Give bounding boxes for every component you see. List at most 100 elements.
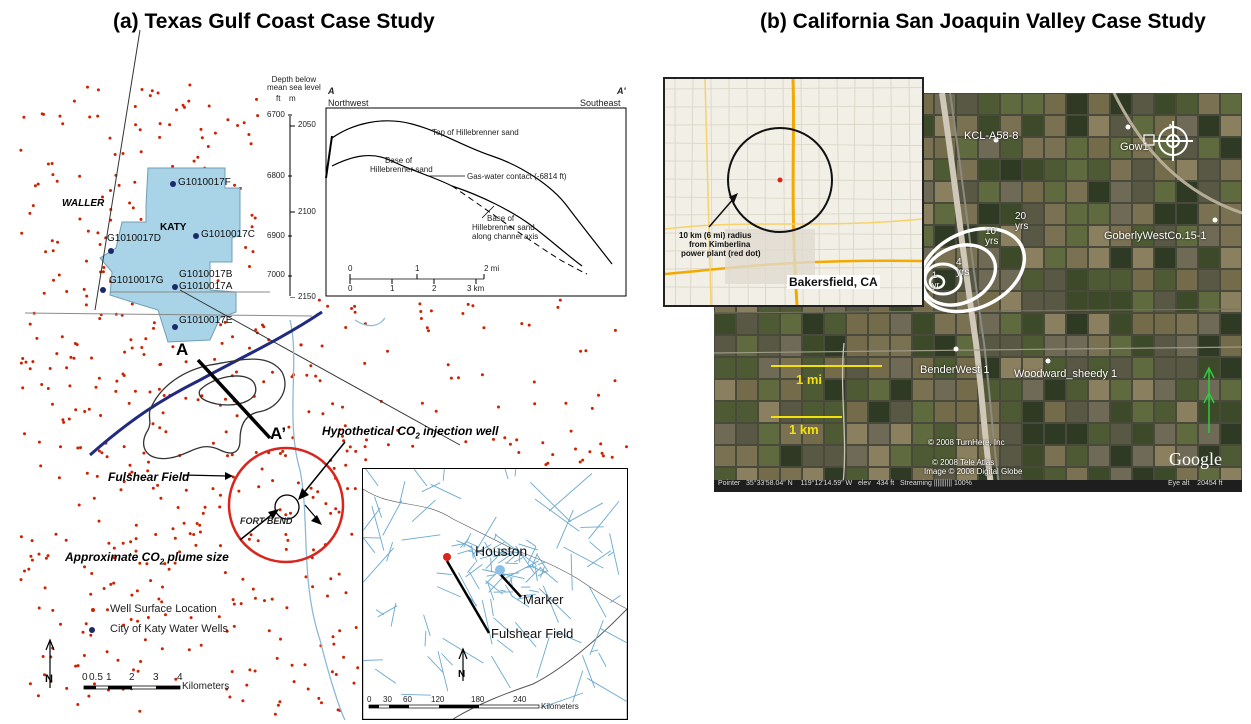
- plume-4-yrs-u: yrs: [956, 267, 970, 278]
- well-g1010017f: G1010017F: [178, 177, 231, 188]
- section-left-end: A: [328, 86, 335, 96]
- plume-1-yr-n: 1: [932, 270, 938, 280]
- google-logo: Google: [1169, 449, 1222, 469]
- bakersfield-inset: Bakersfield, CA 10 km (6 mi) radius from…: [663, 77, 924, 307]
- depth-m-2100: 2100: [298, 207, 316, 216]
- panel-a-map: N WALLER KATY FORT BEND G1010017F G10100…: [19, 29, 632, 721]
- well-g1010017g: G1010017G: [109, 275, 164, 286]
- section-end-label: A’: [270, 424, 287, 443]
- depth-unit-ft: ft: [276, 94, 281, 103]
- well-g1010017a: G1010017A: [179, 281, 233, 292]
- status-eye-alt: Eye alt 20454 ft: [1168, 480, 1223, 487]
- well-goberly: GoberlyWestCo.15-1: [1104, 230, 1207, 242]
- credit-tele-atlas: © 2008 Tele Atlas: [932, 458, 995, 467]
- north-arrow: [45, 638, 55, 688]
- well-g1010017b: G1010017B: [179, 269, 233, 280]
- texas-map-svg: N: [19, 29, 628, 721]
- scale-tick-1: 1: [106, 672, 112, 683]
- xs-scale-km-2: 2: [432, 284, 437, 293]
- scale-tick-0: 0: [82, 672, 88, 683]
- river: [289, 319, 346, 721]
- scale-tick-4: 4: [177, 672, 183, 683]
- legend-katy-wells: City of Katy Water Wells: [110, 623, 228, 635]
- fulshear-field-label: Fulshear Field: [108, 470, 190, 484]
- plume-10-yrs-u: yrs: [985, 236, 999, 247]
- inset-scale-60: 60: [403, 695, 412, 704]
- injection-well-circle: [274, 494, 300, 520]
- bakersfield-label: Bakersfield, CA: [787, 275, 880, 289]
- inset-fulshear-label: Fulshear Field: [491, 626, 574, 641]
- well-benderwest1: BenderWest 1: [920, 364, 990, 376]
- channel-axis-label-1: Base of: [487, 214, 515, 223]
- legend-well-surface: Well Surface Location: [110, 603, 217, 615]
- plume-20-yrs-n: 20: [1015, 211, 1027, 222]
- top-of-sand-label: Top of Hillebrenner sand: [432, 128, 519, 137]
- katy-city-area: [99, 167, 241, 343]
- houston-inset: N Houston Marker Fulshear Field 0 30 60 …: [362, 468, 628, 720]
- section-start-label: A: [176, 340, 189, 359]
- depth-ft-6700: 6700: [267, 110, 285, 119]
- scale-bar: [83, 685, 181, 690]
- scale-mi-label: 1 mi: [796, 372, 823, 387]
- inset-scale-unit: Kilometers: [541, 702, 579, 711]
- inset-scale-120: 120: [431, 695, 445, 704]
- injection-well-label: Hypothetical CO2 injection well: [322, 424, 499, 441]
- channel-axis-label-3: along channel axis: [472, 232, 539, 241]
- gas-water-contact-label: Gas-water contact (-6814 ft): [467, 172, 567, 181]
- well-g1010017d: G1010017D: [107, 233, 161, 244]
- panel-a-title: (a) Texas Gulf Coast Case Study: [113, 10, 435, 33]
- xs-scale-km-0: 0: [348, 284, 353, 293]
- inset-scale-240: 240: [513, 695, 527, 704]
- plume-1-yr-u: yr: [932, 280, 940, 290]
- cross-section-inset: Depth below mean sea level ft m 6700 680…: [262, 75, 632, 301]
- scale-unit: Kilometers: [182, 681, 230, 692]
- well-g1010017c: G1010017C: [201, 229, 255, 240]
- marker-label: Marker: [523, 592, 564, 607]
- depth-ft-6800: 6800: [267, 171, 285, 180]
- katy-water-wells: [100, 181, 199, 330]
- xs-scale-mi-0: 0: [348, 264, 353, 273]
- xs-scale-mi-1: 1: [415, 264, 420, 273]
- well-g1010017e: G1010017E: [179, 315, 233, 326]
- compass-icon: [1153, 121, 1193, 161]
- scale-km-label: 1 km: [789, 422, 819, 437]
- radius-note-2: from Kimberlina: [689, 240, 751, 249]
- plume-size-label: Approximate CO2 plume size: [65, 550, 229, 567]
- inset-scale-180: 180: [471, 695, 485, 704]
- fort-bend-label: FORT BEND: [240, 516, 293, 526]
- katy-label: KATY: [160, 222, 187, 233]
- radius-note-3: power plant (red dot): [681, 249, 761, 258]
- svg-text:N: N: [1169, 124, 1174, 131]
- plume-4-yrs-n: 4: [956, 257, 962, 268]
- well-gow1: Gow1: [1120, 141, 1149, 153]
- scale-tick-3: 3: [153, 672, 159, 683]
- radius-note-1: 10 km (6 mi) radius: [679, 231, 752, 240]
- xs-scale-mi-2: 2 mi: [484, 264, 500, 273]
- waller-label: WALLER: [62, 198, 105, 209]
- credit-turnhere: © 2008 TurnHere, Inc: [928, 438, 1005, 447]
- base-of-sand-label-2: Hillebrenner sand: [370, 165, 433, 174]
- section-left-direction: Northwest: [328, 98, 369, 108]
- depth-ft-7000: 7000: [267, 270, 285, 279]
- plume-10-yrs-n: 10: [985, 226, 997, 237]
- depth-m-2150: 2150: [298, 292, 316, 301]
- scale-tick-2: 2: [129, 672, 135, 683]
- section-right-end: A': [617, 86, 626, 96]
- depth-header: Depth below mean sea level: [267, 75, 321, 92]
- growth-fault-line: [89, 310, 323, 457]
- svg-text:N: N: [45, 673, 53, 685]
- well-kcl-a58-8: KCL-A58-8: [964, 130, 1019, 142]
- base-of-sand-label-1: Base of: [385, 156, 413, 165]
- houston-label: Houston: [475, 543, 528, 559]
- section-right-direction: Southeast: [580, 98, 621, 108]
- depth-unit-m: m: [289, 94, 296, 103]
- panel-b-title: (b) California San Joaquin Valley Case S…: [760, 10, 1206, 33]
- depth-m-2050: 2050: [298, 120, 316, 129]
- plume-20-yrs-u: yrs: [1015, 221, 1029, 232]
- fulshear-field-outline: [143, 358, 286, 460]
- well-woodward: Woodward_sheedy 1: [1014, 368, 1118, 380]
- svg-text:N: N: [458, 669, 465, 680]
- depth-ft-6900: 6900: [267, 231, 285, 240]
- xs-scale-km-1: 1: [390, 284, 395, 293]
- inset-scale-0: 0: [367, 695, 372, 704]
